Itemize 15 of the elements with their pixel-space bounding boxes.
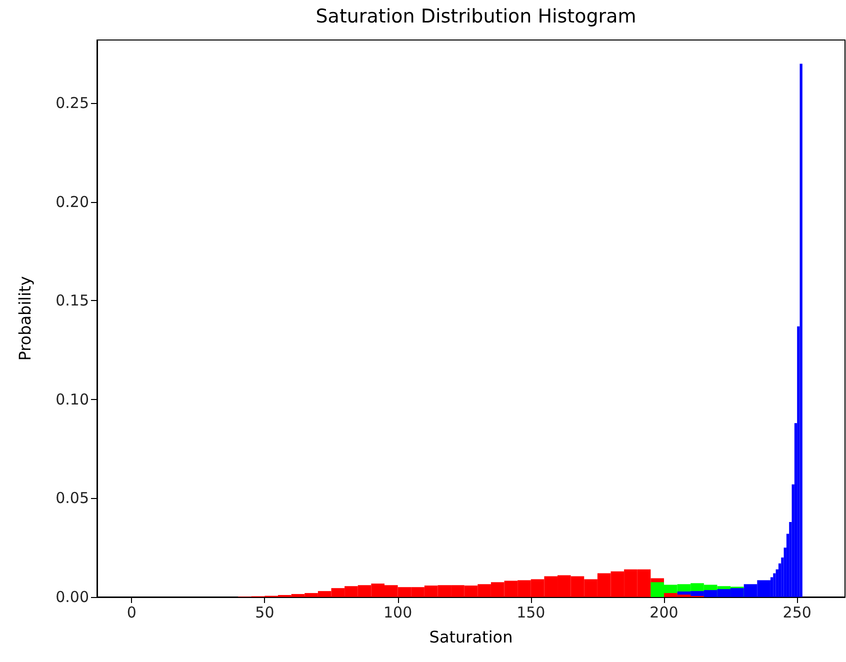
- y-tick-label: 0.10: [56, 390, 89, 408]
- y-tick-label: 0.15: [56, 292, 89, 310]
- chart-title: Saturation Distribution Histogram: [316, 6, 636, 28]
- y-tick-label: 0.05: [56, 489, 89, 508]
- x-tick-label: 200: [650, 604, 678, 622]
- y-tick-label: 0.25: [56, 94, 89, 112]
- x-tick-label: 250: [782, 604, 812, 622]
- x-axis-title: Saturation: [429, 628, 513, 646]
- y-tick-label: 0.00: [56, 588, 89, 606]
- x-tick-label: 50: [255, 604, 274, 622]
- y-axis-title: Probability: [16, 276, 34, 361]
- y-tick-label: 0.20: [56, 192, 89, 211]
- x-tick-label: 0: [126, 604, 136, 622]
- x-tick-label: 100: [383, 604, 412, 622]
- x-tick-label: 150: [516, 604, 546, 622]
